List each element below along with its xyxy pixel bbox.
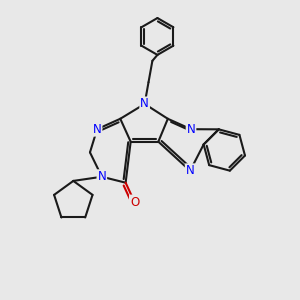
Text: N: N xyxy=(93,123,101,136)
Text: N: N xyxy=(186,164,194,177)
Text: N: N xyxy=(187,123,195,136)
Text: N: N xyxy=(140,98,149,110)
Text: N: N xyxy=(98,170,106,183)
Text: O: O xyxy=(130,196,139,208)
